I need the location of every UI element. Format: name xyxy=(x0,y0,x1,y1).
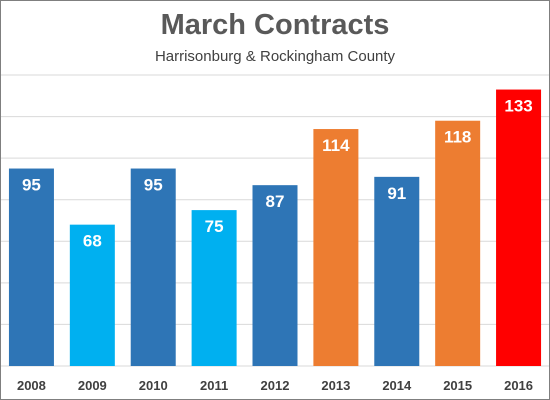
bar-2008 xyxy=(8,168,54,366)
bar-value-label: 95 xyxy=(22,176,41,195)
bar-value-labels: 95 68 95 75 87 114 91 118 133 xyxy=(22,97,533,251)
x-tick-label: 2011 xyxy=(200,378,228,393)
bar-2015 xyxy=(435,120,481,366)
chart-subtitle: Harrisonburg & Rockingham County xyxy=(154,48,396,65)
bar-2012 xyxy=(252,185,298,366)
bar-value-label: 118 xyxy=(444,128,471,147)
bar-2010 xyxy=(130,168,176,366)
chart-title: March Contracts xyxy=(160,9,390,41)
x-tick-label: 2016 xyxy=(504,378,533,393)
bar-value-label: 91 xyxy=(387,184,406,203)
x-tick-label: 2015 xyxy=(443,378,472,393)
bar-value-label: 87 xyxy=(266,192,285,211)
x-tick-labels: 2008 2009 2010 2011 2012 2013 2014 2015 2016 xyxy=(17,378,533,393)
bar-value-label: 68 xyxy=(83,232,102,251)
x-tick-label: 2008 xyxy=(17,378,46,393)
bar-value-label: 133 xyxy=(504,97,532,116)
bars xyxy=(8,89,542,367)
bar-value-label: 114 xyxy=(322,136,350,155)
bar-2011 xyxy=(191,210,237,366)
x-tick-label: 2014 xyxy=(382,378,412,393)
bar-2009 xyxy=(69,224,115,366)
x-tick-label: 2009 xyxy=(78,378,107,393)
x-tick-label: 2012 xyxy=(261,378,290,393)
x-tick-label: 2010 xyxy=(139,378,168,393)
bar-value-label: 95 xyxy=(144,176,163,195)
bar-2014 xyxy=(374,176,420,366)
bar-2016 xyxy=(496,89,542,367)
bar-value-label: 75 xyxy=(205,217,224,236)
bar-2013 xyxy=(313,129,359,366)
x-tick-label: 2013 xyxy=(321,378,350,393)
